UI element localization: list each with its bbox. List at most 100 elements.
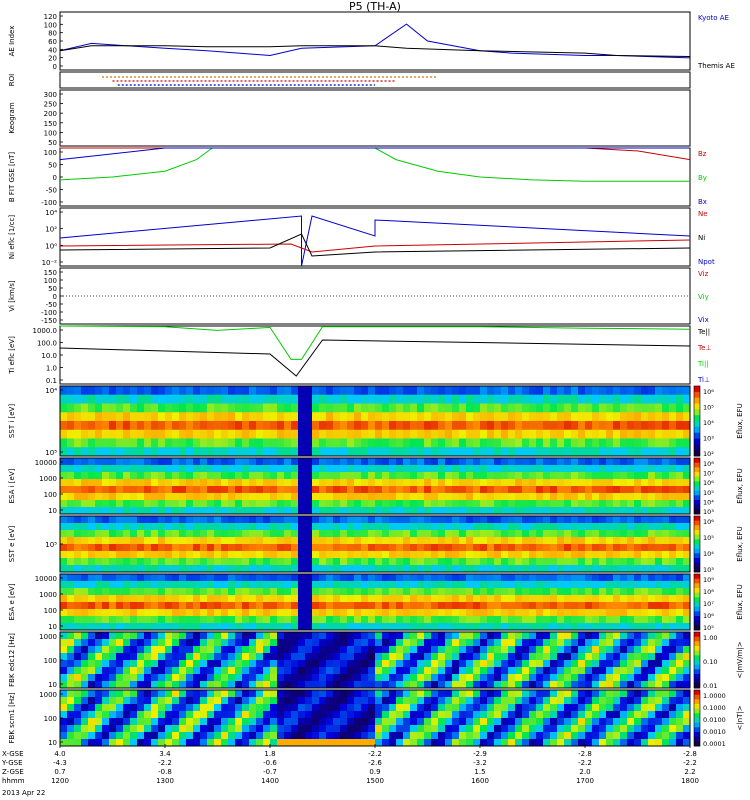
spectrogram-cell	[410, 507, 418, 515]
spectrogram-cell	[333, 386, 341, 396]
spectrogram-cell	[557, 507, 565, 515]
spectrogram-cell	[137, 595, 145, 603]
legend-entry: Ni	[698, 234, 705, 242]
spectrogram-cell	[326, 667, 334, 675]
spectrogram-cell	[389, 486, 397, 494]
spectrogram-cell	[298, 412, 306, 422]
spectrogram-cell	[501, 681, 509, 689]
spectrogram-cell	[151, 574, 159, 582]
spectrogram-cell	[81, 609, 89, 617]
spectrogram-cell	[452, 403, 460, 413]
spectrogram-cell	[305, 565, 313, 573]
spectrogram-cell	[207, 574, 215, 582]
spectrogram-cell	[312, 558, 320, 566]
colorbar-tick-label: 10⁴	[703, 498, 714, 506]
spectrogram-cell	[592, 616, 600, 624]
spectrogram-cell	[676, 472, 684, 480]
legend-entry: Bx	[698, 198, 707, 206]
spectrogram-cell	[375, 472, 383, 480]
spectrogram-cell	[417, 386, 425, 396]
spectrogram-cell	[263, 667, 271, 675]
spectrogram-cell	[256, 639, 264, 647]
spectrogram-cell	[543, 660, 551, 668]
spectrogram-cell	[382, 537, 390, 545]
spectrogram-cell	[452, 516, 460, 524]
colorbar-cell	[694, 534, 700, 540]
spectrogram-cell	[473, 394, 481, 404]
spectrogram-cell	[522, 574, 530, 582]
spectrogram-cell	[242, 616, 250, 624]
spectrogram-cell	[550, 697, 558, 705]
spectrogram-cell	[508, 458, 516, 466]
spectrogram-cell	[529, 718, 537, 726]
spectrogram-cell	[550, 438, 558, 448]
spectrogram-cell	[655, 718, 663, 726]
spectrogram-cell	[249, 653, 257, 661]
panel-ylabel: FBK scm1 [Hz]	[8, 692, 16, 743]
spectrogram-cell	[620, 660, 628, 668]
spectrogram-cell	[249, 690, 257, 698]
spectrogram-cell	[137, 523, 145, 531]
spectrogram-cell	[60, 667, 68, 675]
spectrogram-cell	[123, 429, 131, 439]
spectrogram-cell	[480, 507, 488, 515]
spectrogram-cell	[151, 493, 159, 501]
colorbar-cell	[694, 490, 700, 496]
spectrogram-cell	[417, 602, 425, 610]
spectrogram-cell	[389, 595, 397, 603]
spectrogram-cell	[522, 386, 530, 396]
spectrogram-cell	[277, 523, 285, 531]
spectrogram-cell	[347, 616, 355, 624]
spectrogram-cell	[172, 429, 180, 439]
spectrogram-cell	[60, 537, 68, 545]
spectrogram-cell	[319, 704, 327, 712]
spectrogram-cell	[578, 544, 586, 552]
spectrogram-cell	[396, 500, 404, 508]
spectrogram-cell	[130, 465, 138, 473]
spectrogram-cell	[410, 623, 418, 631]
spectrogram-cell	[606, 429, 614, 439]
spectrogram-cell	[529, 704, 537, 712]
spectrogram-cell	[466, 660, 474, 668]
spectrogram-cell	[424, 623, 432, 631]
spectrogram-cell	[382, 690, 390, 698]
spectrogram-cell	[102, 486, 110, 494]
spectrogram-cell	[319, 500, 327, 508]
legend-entry: By	[698, 174, 707, 182]
spectrogram-cell	[193, 725, 201, 733]
spectrogram-cell	[396, 429, 404, 439]
spectrogram-cell	[214, 438, 222, 448]
spectrogram-cell	[480, 500, 488, 508]
spectrogram-cell	[130, 653, 138, 661]
spectrogram-cell	[172, 653, 180, 661]
spectrogram-cell	[74, 523, 82, 531]
spectrogram-cell	[403, 602, 411, 610]
spectrogram-cell	[466, 739, 474, 747]
spectrogram-cell	[473, 516, 481, 524]
spectrogram-cell	[228, 421, 236, 431]
spectrogram-cell	[662, 653, 670, 661]
spectrogram-cell	[347, 718, 355, 726]
spectrogram-cell	[655, 479, 663, 487]
spectrogram-cell	[109, 609, 117, 617]
spectrogram-cell	[585, 602, 593, 610]
spectrogram-cell	[333, 516, 341, 524]
spectrogram-cell	[417, 447, 425, 457]
spectrogram-cell	[312, 507, 320, 515]
spectrogram-cell	[571, 544, 579, 552]
spectrogram-cell	[466, 681, 474, 689]
spectrogram-cell	[655, 458, 663, 466]
spectrogram-cell	[382, 674, 390, 682]
colorbar-cell	[694, 530, 700, 536]
legend-entry: Kyoto AE	[698, 14, 729, 22]
spectrogram-cell	[291, 588, 299, 596]
spectrogram-cell	[221, 690, 229, 698]
spectrogram-cell	[354, 479, 362, 487]
spectrogram-cell	[543, 632, 551, 640]
spectrogram-cell	[88, 609, 96, 617]
spectrogram-cell	[676, 429, 684, 439]
ephemeris-value: 1400	[261, 777, 279, 785]
spectrogram-cell	[179, 558, 187, 566]
spectrogram-cell	[585, 588, 593, 596]
spectrogram-cell	[368, 429, 376, 439]
